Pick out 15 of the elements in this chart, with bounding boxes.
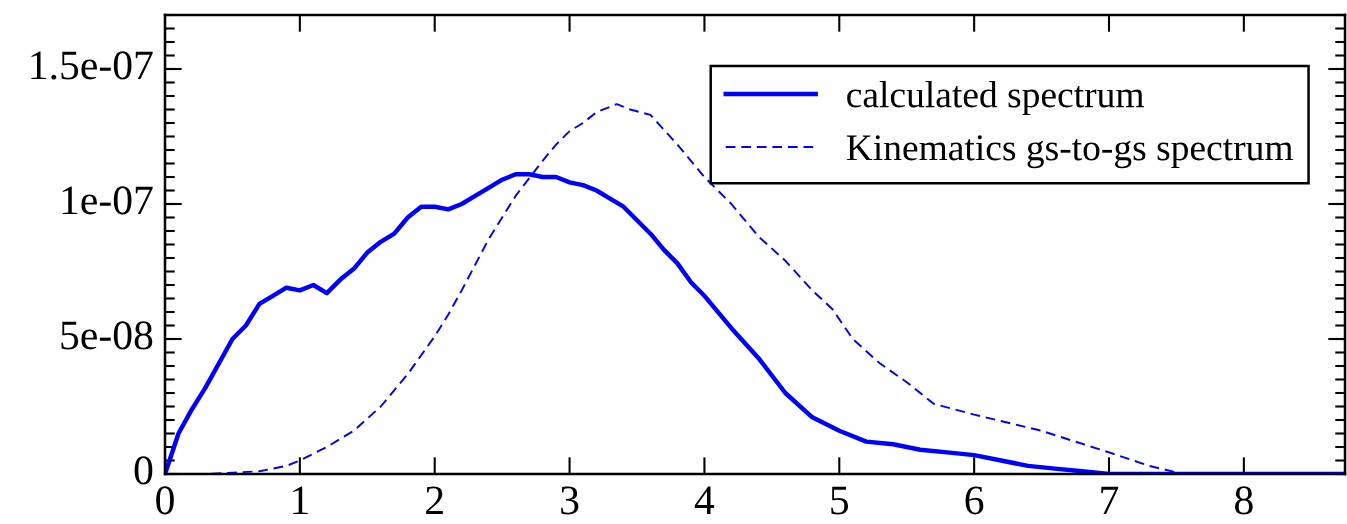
x-tick-label: 6	[965, 486, 984, 515]
y-tick-label: 0	[134, 456, 153, 485]
x-tick-label: 5	[831, 486, 849, 515]
legend-label: calculated spectrum	[847, 81, 1144, 116]
x-tick-label: 2	[426, 486, 443, 515]
x-tick-label: 8	[1235, 486, 1253, 515]
x-tick-label: 1	[293, 486, 308, 515]
y-tick-label: 5e-08	[61, 321, 153, 350]
x-tick-label: 4	[694, 486, 715, 515]
x-tick-label: 3	[561, 486, 579, 515]
y-tick-label: 1.5e-07	[31, 51, 153, 80]
x-tick-label: 7	[1101, 486, 1119, 515]
x-tick-label: 0	[156, 486, 174, 515]
y-tick-label: 1e-07	[62, 186, 153, 215]
legend-label: Kinematics gs-to-gs spectrum	[846, 135, 1293, 169]
